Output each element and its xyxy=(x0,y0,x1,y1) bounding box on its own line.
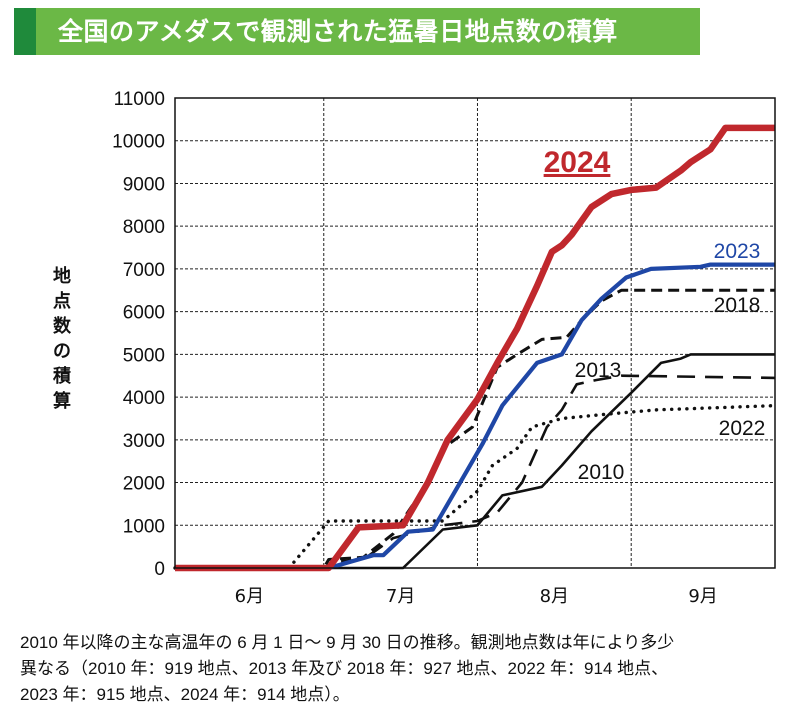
y-tick-label: 5000 xyxy=(123,345,165,366)
caption-line-3: 2023 年：915 地点、2024 年：914 地点）。 xyxy=(20,685,350,704)
x-tick-label: 7月 xyxy=(386,586,415,607)
x-tick-label: 9月 xyxy=(688,586,717,607)
y-tick-label: 9000 xyxy=(123,174,165,195)
y-axis-label-char: 積 xyxy=(52,365,72,387)
y-axis-label: 地点数の積算 xyxy=(52,265,72,412)
y-axis-label-char: 数 xyxy=(53,315,72,337)
x-tick-label: 6月 xyxy=(235,586,264,607)
series-label-2022: 2022 xyxy=(719,417,766,440)
y-tick-labels: 0 1000 2000 3000 4000 5000 6000 7000 8000 9000 100… xyxy=(112,89,165,580)
x-tick-label: 8月 xyxy=(540,586,569,607)
title-banner-accent xyxy=(14,8,36,55)
series-label-2023: 2023 xyxy=(714,240,761,263)
y-axis-label-char: の xyxy=(53,341,71,362)
series-line-2022 xyxy=(173,403,777,570)
x-tick-labels: 6月 7月 8月 9月 xyxy=(235,586,718,607)
caption-line-1: 2010 年以降の主な高温年の 6 月 1 日～ 9 月 30 日の推移。観測地… xyxy=(20,633,675,652)
series-label-2013: 2013 xyxy=(575,359,622,382)
series-line-2024 xyxy=(175,124,775,572)
title-banner xyxy=(14,8,700,55)
chart: 0 1000 2000 3000 4000 5000 6000 7000 8000 9000 100… xyxy=(52,89,777,607)
y-axis-label-char: 点 xyxy=(53,290,71,312)
y-tick-label: 3000 xyxy=(123,431,165,452)
y-tick-label: 6000 xyxy=(123,303,165,324)
y-tick-label: 8000 xyxy=(123,217,165,238)
caption-line-2: 異なる（2010 年：919 地点、2013 年及び 2018 年：927 地点… xyxy=(20,659,669,678)
y-tick-label: 2000 xyxy=(123,474,165,495)
y-tick-label: 11000 xyxy=(114,89,165,110)
y-tick-label: 7000 xyxy=(123,260,165,281)
y-axis-label-char: 算 xyxy=(53,390,71,412)
caption: 2010 年以降の主な高温年の 6 月 1 日～ 9 月 30 日の推移。観測地… xyxy=(20,630,790,708)
series-labels: 2022 2013 2018 2010 2023 2024 xyxy=(544,146,766,484)
series-line-2010 xyxy=(175,353,775,570)
y-axis-label-char: 地 xyxy=(53,265,71,287)
y-tick-label: 10000 xyxy=(112,132,165,153)
plot-frame xyxy=(174,97,776,569)
y-tick-label: 4000 xyxy=(123,388,165,409)
y-tick-label: 1000 xyxy=(123,516,165,537)
series-label-2018: 2018 xyxy=(714,294,761,317)
chart-title: 全国のアメダスで観測された猛暑日地点数の積算 xyxy=(58,17,618,46)
series-lines xyxy=(173,124,777,572)
y-tick-label: 0 xyxy=(154,559,165,580)
series-label-2024: 2024 xyxy=(544,146,611,179)
series-label-2010: 2010 xyxy=(578,461,625,484)
series-line-2023 xyxy=(175,262,775,571)
